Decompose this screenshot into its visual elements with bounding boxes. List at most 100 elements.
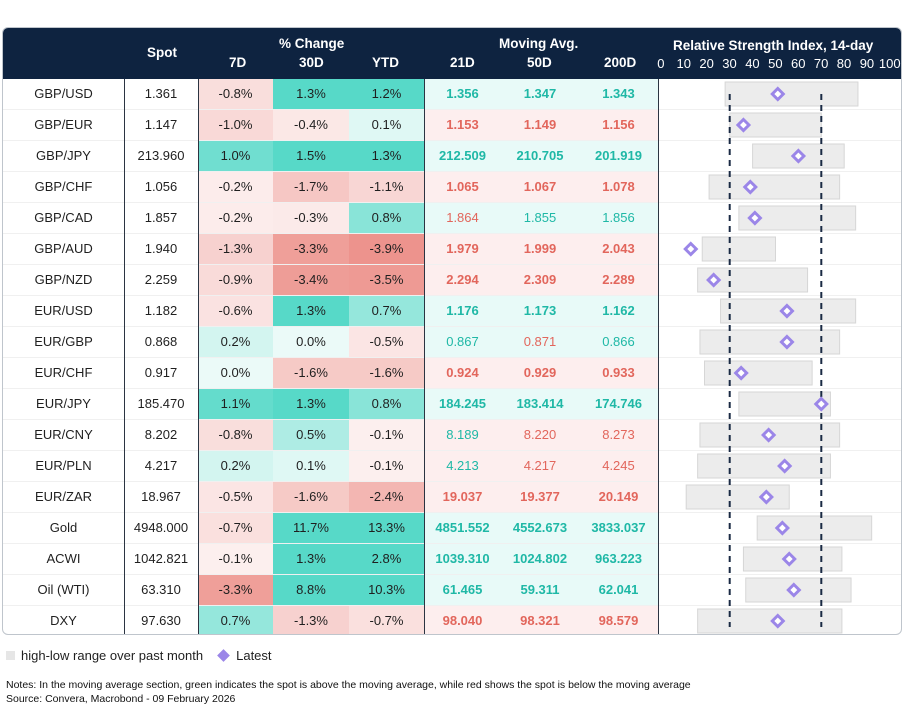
row-label: GBP/CHF	[34, 179, 93, 194]
table-row: Gold 4948.000 -0.7% 11.7% 13.3% 4851.552 4552.…	[3, 513, 901, 544]
rsi-latest-marker	[781, 551, 797, 567]
pct-change-value: -0.4%	[273, 110, 349, 140]
table-row: EUR/CNY 8.202 -0.8% 0.5% -0.1% 8.189 8.220 8.27…	[3, 420, 901, 451]
moving-avg-value: 183.414	[501, 389, 579, 419]
notes-line: Notes: In the moving average section, gr…	[6, 679, 691, 691]
legend-range-swatch	[6, 651, 15, 660]
rsi-range-bar	[701, 236, 776, 262]
header-spot: Spot	[147, 45, 177, 60]
pct-change-value: -3.3%	[198, 575, 273, 605]
pct-change-value: -2.4%	[349, 482, 424, 512]
rsi-latest-marker	[779, 334, 795, 350]
moving-avg-value: 2.309	[501, 265, 579, 295]
spot-value: 185.470	[137, 396, 185, 411]
moving-avg-value: 963.223	[579, 544, 658, 574]
pct-change-value: 0.0%	[273, 327, 349, 357]
pct-change-value: -1.7%	[273, 172, 349, 202]
rsi-tick-label: 70	[813, 56, 829, 71]
row-label: Gold	[49, 520, 78, 535]
moving-avg-value: 184.245	[424, 389, 501, 419]
spot-value: 2.259	[144, 272, 178, 287]
row-label: ACWI	[46, 551, 81, 566]
table-row: EUR/USD 1.182 -0.6% 1.3% 0.7% 1.176 1.173 1.162	[3, 296, 901, 327]
header-21d: 21D	[450, 55, 475, 70]
moving-avg-value: 3833.037	[579, 513, 658, 543]
moving-avg-value: 4851.552	[424, 513, 501, 543]
row-label: EUR/USD	[34, 303, 93, 318]
rsi-range-bar	[724, 81, 859, 107]
spot-value: 1.147	[144, 117, 178, 132]
pct-change-value: -1.0%	[198, 110, 273, 140]
pct-change-value: -1.3%	[273, 606, 349, 634]
moving-avg-value: 1.999	[501, 234, 579, 264]
pct-change-value: -0.1%	[198, 544, 273, 574]
row-label: GBP/USD	[34, 86, 93, 101]
moving-avg-value: 8.189	[424, 420, 501, 450]
pct-change-value: -0.5%	[349, 327, 424, 357]
pct-change-value: -1.6%	[273, 358, 349, 388]
rsi-latest-marker	[758, 489, 774, 505]
pct-change-value: -0.2%	[198, 172, 273, 202]
pct-change-value: 1.3%	[273, 544, 349, 574]
moving-avg-value: 4.213	[424, 451, 501, 481]
table-row: EUR/PLN 4.217 0.2% 0.1% -0.1% 4.213 4.217 4.245	[3, 451, 901, 482]
spot-value: 4948.000	[133, 520, 189, 535]
moving-avg-value: 1.347	[501, 79, 579, 109]
rsi-range-bar	[704, 360, 813, 386]
pct-change-value: 8.8%	[273, 575, 349, 605]
rsi-range-bar	[756, 515, 873, 541]
header-50d: 50D	[527, 55, 552, 70]
spot-value: 63.310	[141, 582, 181, 597]
rsi-latest-marker	[706, 272, 722, 288]
moving-avg-value: 1.864	[424, 203, 501, 233]
moving-avg-value: 2.043	[579, 234, 658, 264]
row-label: DXY	[50, 613, 77, 628]
pct-change-value: 0.1%	[349, 110, 424, 140]
rsi-tick-label: 30	[722, 56, 737, 71]
row-label: EUR/CHF	[34, 365, 93, 380]
pct-change-value: 0.2%	[198, 327, 273, 357]
moving-avg-value: 0.933	[579, 358, 658, 388]
pct-change-value: 1.3%	[273, 389, 349, 419]
notes: Notes: In the moving average section, gr…	[6, 678, 691, 706]
header-rsi-title: Relative Strength Index, 14-day	[673, 38, 874, 53]
rsi-tick-label: 40	[745, 56, 760, 71]
table-row: GBP/CAD 1.857 -0.2% -0.3% 0.8% 1.864 1.855 1.85…	[3, 203, 901, 234]
moving-avg-value: 1024.802	[501, 544, 579, 574]
moving-avg-value: 210.705	[501, 141, 579, 171]
rsi-tick-label: 0	[657, 56, 665, 71]
rsi-range-bar	[708, 174, 841, 200]
moving-avg-value: 8.273	[579, 420, 658, 450]
row-label: EUR/GBP	[34, 334, 93, 349]
rsi-latest-marker	[747, 210, 763, 226]
legend-range-label: high-low range over past month	[21, 648, 204, 663]
table-row: GBP/CHF 1.056 -0.2% -1.7% -1.1% 1.065 1.067 1.0…	[3, 172, 901, 203]
moving-avg-value: 174.746	[579, 389, 658, 419]
row-label: EUR/ZAR	[34, 489, 93, 504]
pct-change-value: 0.7%	[198, 606, 273, 634]
spot-value: 1.857	[144, 210, 178, 225]
rsi-latest-marker	[761, 427, 777, 443]
moving-avg-value: 201.919	[579, 141, 658, 171]
moving-avg-value: 1.343	[579, 79, 658, 109]
rsi-range-bar	[699, 329, 841, 355]
pct-change-value: -0.8%	[198, 79, 273, 109]
moving-avg-value: 19.037	[424, 482, 501, 512]
moving-avg-value: 98.579	[579, 606, 658, 634]
rsi-range-bar	[697, 608, 843, 634]
row-label: EUR/CNY	[34, 427, 93, 442]
pct-change-value: -3.3%	[273, 234, 349, 264]
header-moving-avg: Moving Avg.	[499, 36, 579, 51]
moving-avg-value: 59.311	[501, 575, 579, 605]
rsi-latest-marker	[777, 458, 793, 474]
pct-change-value: -0.7%	[349, 606, 424, 634]
pct-change-value: 1.2%	[349, 79, 424, 109]
table-row: EUR/JPY 185.470 1.1% 1.3% 0.8% 184.245 183.414…	[3, 389, 901, 420]
moving-avg-value: 1.176	[424, 296, 501, 326]
moving-avg-value: 4552.673	[501, 513, 579, 543]
source-line: Source: Convera, Macrobond - 09 February…	[6, 693, 236, 705]
table-row: Oil (WTI) 63.310 -3.3% 8.8% 10.3% 61.465 59.31…	[3, 575, 901, 606]
moving-avg-value: 61.465	[424, 575, 501, 605]
pct-change-value: 1.3%	[273, 296, 349, 326]
pct-change-value: -1.3%	[198, 234, 273, 264]
